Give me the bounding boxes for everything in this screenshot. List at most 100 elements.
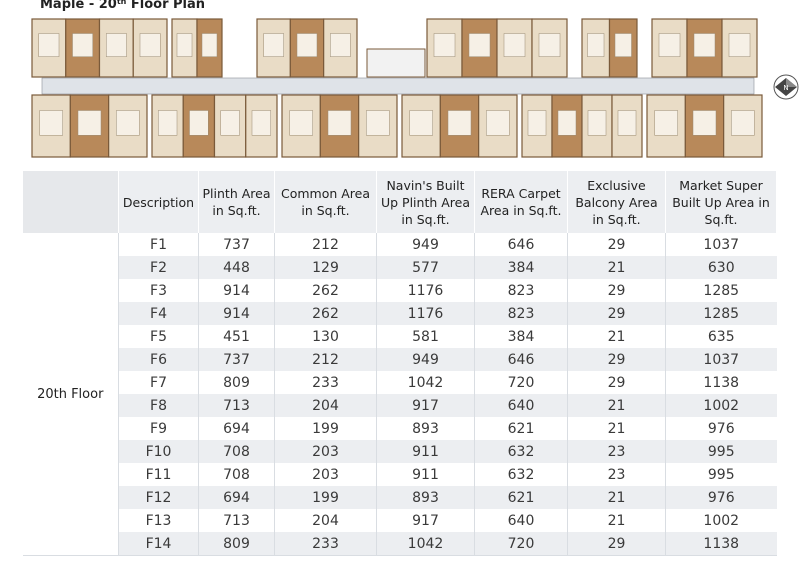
value-cell: 199	[274, 486, 377, 509]
svg-text:N: N	[783, 84, 788, 92]
plan-furniture	[587, 33, 605, 57]
value-cell: 21	[567, 417, 666, 440]
value-cell: 976	[665, 486, 777, 509]
table-row: F3 914 262 1176 823 29 1285	[23, 279, 777, 302]
plan-furniture	[176, 33, 193, 57]
plan-furniture	[220, 110, 240, 136]
value-cell: 917	[376, 509, 475, 532]
plan-furniture	[538, 33, 561, 57]
plan-furniture	[77, 110, 102, 136]
plan-furniture	[617, 110, 637, 136]
column-header: Navin's Built Up Plinth Area in Sq.ft.	[376, 171, 475, 233]
plan-furniture	[409, 110, 433, 136]
value-cell: 21	[567, 325, 666, 348]
value-cell: 694	[198, 486, 275, 509]
table-row: F11 708 203 911 632 23 995	[23, 463, 777, 486]
value-cell: 1037	[665, 348, 777, 371]
value-cell: 646	[474, 233, 568, 256]
value-cell: 203	[274, 463, 377, 486]
plan-furniture	[447, 110, 472, 136]
value-cell: 1138	[665, 532, 777, 556]
value-cell: 21	[567, 486, 666, 509]
value-cell: 995	[665, 463, 777, 486]
value-cell: 23	[567, 440, 666, 463]
value-cell: 893	[376, 486, 475, 509]
plan-furniture	[654, 110, 678, 136]
value-cell: 708	[198, 463, 275, 486]
value-cell: 640	[474, 509, 568, 532]
floor-plan-image	[22, 15, 772, 161]
plan-furniture	[201, 33, 218, 57]
plan-furniture	[658, 33, 681, 57]
unit-cell: F11	[118, 463, 199, 486]
unit-cell: F9	[118, 417, 199, 440]
value-cell: 911	[376, 463, 475, 486]
value-cell: 448	[198, 256, 275, 279]
value-cell: 130	[274, 325, 377, 348]
value-cell: 21	[567, 509, 666, 532]
value-cell: 204	[274, 509, 377, 532]
value-cell: 1042	[376, 371, 475, 394]
value-cell: 29	[567, 302, 666, 325]
value-cell: 635	[665, 325, 777, 348]
unit-cell: F10	[118, 440, 199, 463]
north-arrow-icon: N	[773, 74, 799, 100]
value-cell: 914	[198, 302, 275, 325]
table-row: F13 713 204 917 640 21 1002	[23, 509, 777, 532]
value-cell: 809	[198, 532, 275, 556]
plan-room	[611, 94, 643, 158]
corridor	[41, 77, 755, 95]
value-cell: 21	[567, 256, 666, 279]
unit-cell: F2	[118, 256, 199, 279]
plan-furniture	[72, 33, 93, 57]
table-header-row: Description Plinth Area in Sq.ft. Common A…	[22, 171, 777, 233]
value-cell: 949	[376, 233, 475, 256]
value-cell: 384	[474, 325, 568, 348]
plan-furniture	[486, 110, 510, 136]
unit-cell: F1	[118, 233, 199, 256]
value-cell: 1285	[665, 279, 777, 302]
column-header: Description	[118, 171, 199, 233]
plan-furniture	[692, 110, 717, 136]
value-cell: 809	[198, 371, 275, 394]
plan-furniture	[116, 110, 140, 136]
plan-furniture	[189, 110, 209, 136]
unit-cell: F13	[118, 509, 199, 532]
unit-cell: F6	[118, 348, 199, 371]
plan-furniture	[289, 110, 313, 136]
value-cell: 646	[474, 348, 568, 371]
value-cell: 823	[474, 279, 568, 302]
table-row: F2 448 129 577 384 21 630	[23, 256, 777, 279]
value-cell: 694	[198, 417, 275, 440]
column-header: Plinth Area in Sq.ft.	[198, 171, 275, 233]
page-title: Maple - 20th Floor Plan	[40, 0, 206, 12]
value-cell: 29	[567, 532, 666, 556]
value-cell: 1037	[665, 233, 777, 256]
column-header: Common Area in Sq.ft.	[274, 171, 377, 233]
value-cell: 713	[198, 394, 275, 417]
value-cell: 199	[274, 417, 377, 440]
unit-cell: F12	[118, 486, 199, 509]
plan-furniture	[614, 33, 632, 57]
value-cell: 1176	[376, 302, 475, 325]
value-cell: 621	[474, 486, 568, 509]
table-row: F8 713 204 917 640 21 1002	[23, 394, 777, 417]
value-cell: 911	[376, 440, 475, 463]
plan-furniture	[366, 110, 390, 136]
plan-furniture	[330, 33, 351, 57]
value-cell: 212	[274, 348, 377, 371]
value-cell: 577	[376, 256, 475, 279]
value-cell: 640	[474, 394, 568, 417]
value-cell: 129	[274, 256, 377, 279]
value-cell: 893	[376, 417, 475, 440]
plan-furniture	[251, 110, 271, 136]
value-cell: 995	[665, 440, 777, 463]
plan-furniture	[263, 33, 284, 57]
plan-furniture	[139, 33, 161, 57]
value-cell: 1042	[376, 532, 475, 556]
plan-room	[182, 94, 216, 158]
value-cell: 204	[274, 394, 377, 417]
plan-furniture	[693, 33, 716, 57]
plan-furniture	[106, 33, 127, 57]
value-cell: 212	[274, 233, 377, 256]
